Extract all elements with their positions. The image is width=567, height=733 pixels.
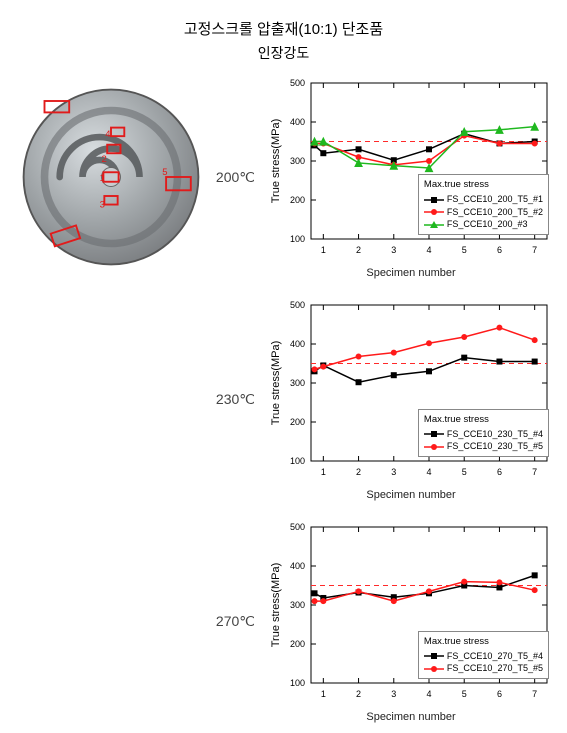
svg-text:6: 6 xyxy=(497,467,502,477)
legend-item: FS_CCE10_270_T5_#4 xyxy=(424,650,543,663)
svg-text:500: 500 xyxy=(290,300,305,310)
svg-text:1: 1 xyxy=(100,173,105,184)
page-title: 고정스크롤 압출재(10:1) 단조품 xyxy=(10,18,557,39)
svg-text:2: 2 xyxy=(356,467,361,477)
svg-text:1: 1 xyxy=(321,689,326,699)
svg-text:300: 300 xyxy=(290,156,305,166)
svg-text:100: 100 xyxy=(290,678,305,688)
svg-text:6: 6 xyxy=(497,689,502,699)
svg-text:3: 3 xyxy=(391,245,396,255)
chart-200c: 100 200 300 400 500 1 2 3 4 5 6 7 True stress(MPa) Ma… xyxy=(265,75,557,265)
svg-text:200: 200 xyxy=(290,417,305,427)
svg-text:200: 200 xyxy=(290,639,305,649)
svg-text:400: 400 xyxy=(290,339,305,349)
xlabel: Specimen number xyxy=(265,711,557,723)
legend-item: FS_CCE10_200_#3 xyxy=(424,218,543,231)
page-subtitle: 인장강도 xyxy=(10,43,557,63)
svg-text:7: 7 xyxy=(532,245,537,255)
svg-text:5: 5 xyxy=(462,467,467,477)
svg-text:4: 4 xyxy=(426,467,431,477)
xlabel: Specimen number xyxy=(265,267,557,279)
svg-text:100: 100 xyxy=(290,234,305,244)
svg-text:300: 300 xyxy=(290,600,305,610)
svg-text:True stress(MPa): True stress(MPa) xyxy=(270,119,282,204)
svg-text:5: 5 xyxy=(462,689,467,699)
svg-text:100: 100 xyxy=(290,456,305,466)
legend-item: FS_CCE10_200_T5_#1 xyxy=(424,193,543,206)
row-270c: 270℃ 100 200 300 400 500 1 2 3 4 5 6 7 True stress(M… xyxy=(10,519,557,723)
svg-text:True stress(MPa): True stress(MPa) xyxy=(270,341,282,426)
svg-text:400: 400 xyxy=(290,561,305,571)
legend-item: FS_CCE10_200_T5_#2 xyxy=(424,206,543,219)
svg-text:3: 3 xyxy=(391,467,396,477)
legend-item: FS_CCE10_230_T5_#4 xyxy=(424,428,543,441)
legend-title: Max.true stress xyxy=(424,635,543,648)
svg-text:1: 1 xyxy=(321,245,326,255)
svg-text:True stress(MPa): True stress(MPa) xyxy=(270,563,282,648)
temp-label-200: 200℃ xyxy=(216,169,255,186)
svg-text:6: 6 xyxy=(497,245,502,255)
chart-270c: 100 200 300 400 500 1 2 3 4 5 6 7 True stress(MPa) Ma… xyxy=(265,519,557,709)
svg-text:7: 7 xyxy=(532,467,537,477)
row-200c: 1 2 3 4 5 200℃ 100 200 300 400 500 1 2 3 4 5 6 7 Tru… xyxy=(10,75,557,279)
svg-text:1: 1 xyxy=(321,467,326,477)
chart-230c: 100 200 300 400 500 1 2 3 4 5 6 7 True stress(MPa) Ma… xyxy=(265,297,557,487)
chart-rows: 1 2 3 4 5 200℃ 100 200 300 400 500 1 2 3 4 5 6 7 Tru… xyxy=(10,75,557,723)
svg-text:2: 2 xyxy=(356,689,361,699)
svg-text:500: 500 xyxy=(290,522,305,532)
legend-title: Max.true stress xyxy=(424,413,543,426)
svg-text:500: 500 xyxy=(290,78,305,88)
scroll-photo: 1 2 3 4 5 xyxy=(16,82,216,272)
svg-text:5: 5 xyxy=(162,167,167,178)
svg-text:4: 4 xyxy=(426,689,431,699)
legend-item: FS_CCE10_270_T5_#5 xyxy=(424,662,543,675)
xlabel: Specimen number xyxy=(265,489,557,501)
svg-text:2: 2 xyxy=(101,154,106,165)
legend-title: Max.true stress xyxy=(424,178,543,191)
svg-text:3: 3 xyxy=(391,689,396,699)
svg-text:400: 400 xyxy=(290,117,305,127)
temp-label-230: 230℃ xyxy=(216,391,255,408)
temp-label-270: 270℃ xyxy=(216,613,255,630)
svg-text:5: 5 xyxy=(462,245,467,255)
svg-text:200: 200 xyxy=(290,195,305,205)
svg-text:300: 300 xyxy=(290,378,305,388)
svg-text:3: 3 xyxy=(100,199,105,210)
svg-text:2: 2 xyxy=(356,245,361,255)
svg-text:7: 7 xyxy=(532,689,537,699)
svg-text:4: 4 xyxy=(426,245,431,255)
svg-text:4: 4 xyxy=(105,129,110,140)
legend-item: FS_CCE10_230_T5_#5 xyxy=(424,440,543,453)
row-230c: 230℃ 100 200 300 400 500 1 2 3 4 5 6 7 True stress(M… xyxy=(10,297,557,501)
